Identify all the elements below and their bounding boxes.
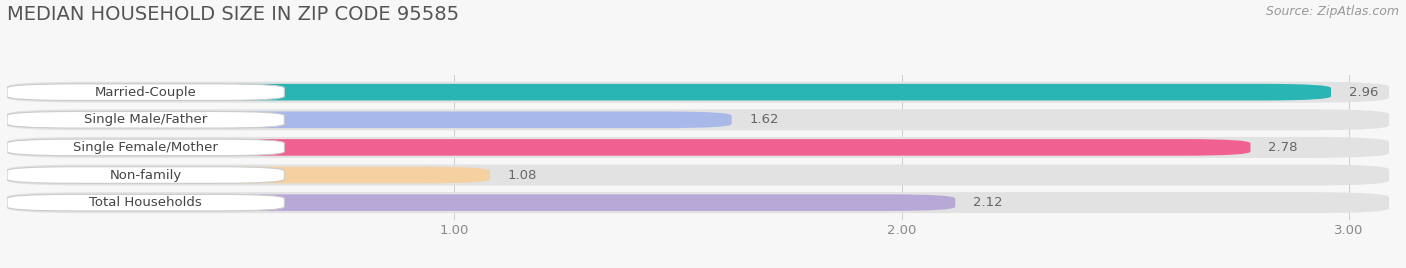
FancyBboxPatch shape	[7, 167, 284, 183]
FancyBboxPatch shape	[7, 111, 731, 128]
FancyBboxPatch shape	[7, 82, 1389, 103]
FancyBboxPatch shape	[7, 84, 1331, 100]
FancyBboxPatch shape	[7, 165, 1389, 185]
Text: Single Female/Mother: Single Female/Mother	[73, 141, 218, 154]
FancyBboxPatch shape	[7, 84, 284, 100]
FancyBboxPatch shape	[7, 111, 284, 128]
Text: Source: ZipAtlas.com: Source: ZipAtlas.com	[1265, 5, 1399, 18]
Text: 2.78: 2.78	[1268, 141, 1298, 154]
Text: 1.08: 1.08	[508, 169, 537, 181]
Text: Total Households: Total Households	[90, 196, 202, 209]
Text: 2.96: 2.96	[1348, 86, 1378, 99]
Text: Non-family: Non-family	[110, 169, 181, 181]
FancyBboxPatch shape	[7, 194, 955, 211]
FancyBboxPatch shape	[7, 137, 1389, 158]
FancyBboxPatch shape	[7, 167, 491, 183]
FancyBboxPatch shape	[7, 194, 284, 211]
Text: MEDIAN HOUSEHOLD SIZE IN ZIP CODE 95585: MEDIAN HOUSEHOLD SIZE IN ZIP CODE 95585	[7, 5, 460, 24]
Text: Married-Couple: Married-Couple	[94, 86, 197, 99]
FancyBboxPatch shape	[7, 192, 1389, 213]
Text: Single Male/Father: Single Male/Father	[84, 113, 207, 126]
Text: 2.12: 2.12	[973, 196, 1002, 209]
FancyBboxPatch shape	[7, 139, 1250, 156]
FancyBboxPatch shape	[7, 139, 284, 156]
Text: 1.62: 1.62	[749, 113, 779, 126]
FancyBboxPatch shape	[7, 109, 1389, 130]
